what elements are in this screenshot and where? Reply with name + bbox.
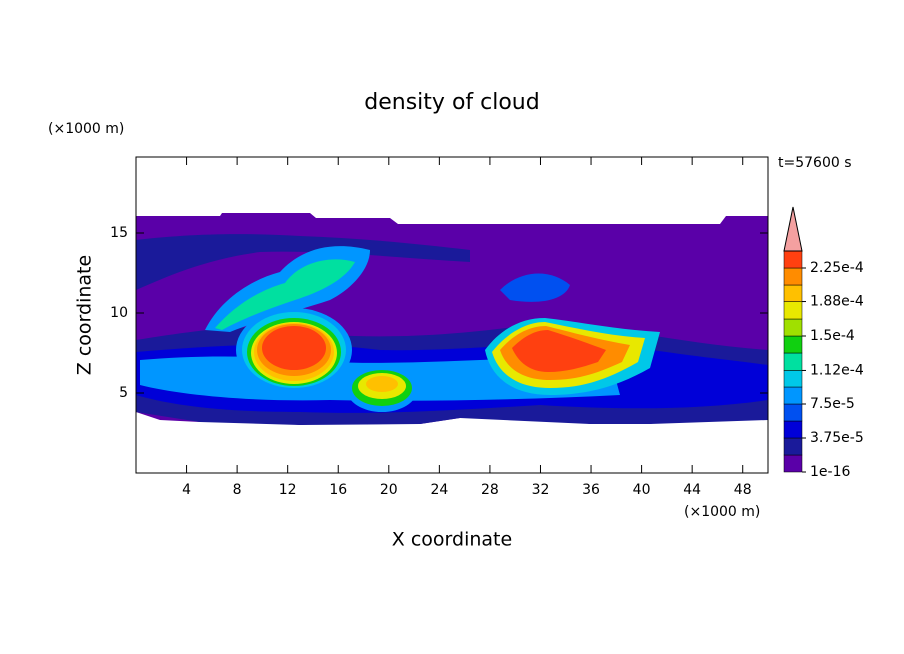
x-tick-label: 20: [380, 482, 398, 498]
x-tick-label: 44: [683, 482, 701, 498]
x-tick-label: 48: [734, 482, 752, 498]
x-tick-label: 40: [633, 482, 651, 498]
colorbar-extend: [783, 206, 803, 252]
colorbar-tick-label: 1.5e-4: [810, 328, 855, 344]
plot-frame: [135, 156, 769, 474]
x-tick-label: 28: [481, 482, 499, 498]
colorbar-band: [783, 403, 803, 422]
y-tick-label: 15: [110, 225, 128, 241]
colorbar-tick-label: 7.5e-5: [810, 396, 855, 412]
y-axis-label: Z coordinate: [74, 255, 96, 375]
colorbar-tick-label: 1e-16: [810, 464, 850, 480]
x-unit: (×1000 m): [684, 504, 760, 520]
colorbar-tick-label: 2.25e-4: [810, 260, 864, 276]
x-tick-label: 16: [329, 482, 347, 498]
x-tick-label: 24: [430, 482, 448, 498]
colorbar-band: [783, 454, 803, 473]
colorbar-band: [783, 386, 803, 405]
x-tick-label: 8: [233, 482, 242, 498]
contour-field: [136, 213, 768, 425]
colorbar-band: [783, 250, 803, 269]
x-tick-label: 32: [532, 482, 550, 498]
colorbar-band: [783, 352, 803, 371]
x-axis-label: X coordinate: [392, 529, 512, 551]
x-tick-label: 12: [279, 482, 297, 498]
colorbar-band: [783, 284, 803, 302]
colorbar-band: [783, 301, 803, 320]
colorbar-tick-label: 3.75e-5: [810, 430, 864, 446]
colorbar-band: [783, 318, 803, 337]
colorbar-band: [783, 420, 803, 439]
annotation: t=57600 s: [778, 155, 852, 171]
colorbar-band: [783, 335, 803, 354]
y-unit: (×1000 m): [48, 121, 124, 137]
chart-title: density of cloud: [364, 90, 539, 115]
x-tick-label: 4: [182, 482, 191, 498]
y-tick-label: 5: [119, 385, 128, 401]
colorbar-band: [783, 267, 803, 286]
colorbar-band: [783, 437, 803, 456]
colorbar-band: [783, 370, 803, 388]
x-tick-label: 36: [582, 482, 600, 498]
y-tick-label: 10: [110, 305, 128, 321]
colorbar-tick-label: 1.88e-4: [810, 294, 864, 310]
colorbar-tick-label: 1.12e-4: [810, 362, 864, 378]
